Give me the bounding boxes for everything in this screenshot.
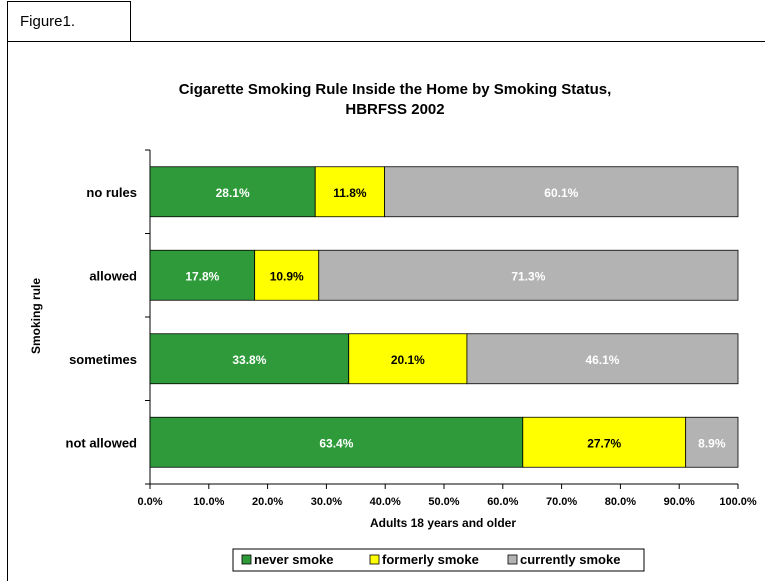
legend-swatch: [507, 554, 518, 565]
x-tick-label: 50.0%: [428, 496, 459, 508]
plot-area: 0.0% 10.0% 20.0% 30.0% 40.0% 50.0% 60.0% 70.0% 8…: [66, 149, 757, 508]
legend-swatch: [241, 554, 252, 565]
category-label: sometimes: [69, 352, 137, 367]
bar-segment: [149, 333, 350, 385]
bar-segment: [466, 333, 739, 385]
legend-box: [232, 548, 645, 572]
figure-frame: [7, 41, 765, 581]
data-label: 11.8%: [333, 186, 367, 200]
data-label: 20.1%: [391, 353, 425, 367]
bar-segment: [318, 249, 739, 301]
legend-label: never smoke: [254, 552, 334, 567]
data-label: 33.8%: [232, 353, 266, 367]
x-tick-label: 40.0%: [370, 496, 401, 508]
x-tick-label: 30.0%: [311, 496, 342, 508]
x-tick-label: 90.0%: [664, 496, 695, 508]
data-label: 60.1%: [544, 186, 578, 200]
bar-segment: [384, 166, 739, 218]
data-label: 17.8%: [185, 269, 219, 283]
data-label: 28.1%: [216, 186, 250, 200]
category-label: no rules: [86, 185, 137, 200]
x-tick-label: 10.0%: [193, 496, 224, 508]
x-tick-label: 0.0%: [137, 496, 162, 508]
data-label: 71.3%: [511, 269, 545, 283]
bar-segment: [149, 249, 256, 301]
legend-label: formerly smoke: [382, 552, 479, 567]
x-axis-label: Adults 18 years and older: [370, 516, 516, 530]
x-tick-label: 70.0%: [546, 496, 577, 508]
x-tick-label: 60.0%: [487, 496, 518, 508]
legend-swatch: [369, 554, 380, 565]
chart-title-line-1: Cigarette Smoking Rule Inside the Home b…: [178, 81, 612, 98]
legend-label: currently smoke: [520, 552, 620, 567]
bar-segment: [314, 166, 386, 218]
y-axis-label: Smoking rule: [29, 278, 43, 354]
category-label: not allowed: [66, 435, 138, 450]
data-label: 10.9%: [270, 269, 304, 283]
x-tick-label: 80.0%: [605, 496, 636, 508]
x-tick-label: 100.0%: [719, 496, 757, 508]
data-label: 63.4%: [319, 436, 353, 450]
bar-segment: [685, 416, 739, 468]
x-tick-label: 20.0%: [252, 496, 283, 508]
chart-title: Cigarette Smoking Rule Inside the Home b…: [80, 80, 710, 120]
figure-tab: Figure1.: [7, 1, 131, 41]
figure-label: Figure1.: [20, 13, 76, 30]
chart-title-line-2: HBRFSS 2002: [345, 101, 445, 118]
data-label: 27.7%: [587, 436, 621, 450]
legend: never smoke formerly smoke currently smoke: [232, 548, 645, 572]
bar-segment: [149, 166, 316, 218]
category-label: allowed: [89, 268, 137, 283]
data-label: 46.1%: [585, 353, 619, 367]
bar-segment: [254, 249, 320, 301]
data-label: 8.9%: [698, 436, 726, 450]
bar-segment: [348, 333, 468, 385]
